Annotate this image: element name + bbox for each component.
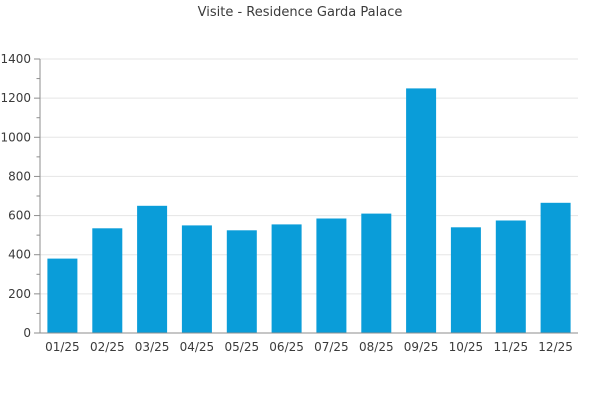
bar-11/25 [495,220,526,333]
y-tick-label: 0 [23,326,31,340]
x-tick-label: 03/25 [135,340,170,354]
x-tick-label: 09/25 [404,340,439,354]
x-tick-label: 01/25 [45,340,80,354]
bar-10/25 [450,227,481,333]
x-tick-label: 05/25 [225,340,260,354]
y-tick-label: 200 [8,287,31,301]
bar-08/25 [361,213,392,333]
y-tick-label: 600 [8,209,31,223]
x-tick-label: 02/25 [90,340,125,354]
bar-09/25 [406,88,437,334]
bar-12/25 [540,202,571,333]
x-tick-label: 07/25 [314,340,349,354]
x-tick-label: 11/25 [494,340,529,354]
bar-04/25 [181,225,212,333]
y-tick-label: 400 [8,248,31,262]
bar-07/25 [316,218,347,333]
bar-02/25 [92,228,123,333]
chart-title: Visite - Residence Garda Palace [197,5,403,20]
x-tick-label: 06/25 [269,340,304,354]
y-tick-label: 1400 [0,52,31,66]
bar-05/25 [226,230,257,334]
bar-06/25 [271,224,302,333]
y-tick-label: 800 [8,169,31,183]
x-tick-label: 12/25 [538,340,573,354]
y-tick-label: 1200 [0,91,31,105]
x-tick-label: 04/25 [180,340,215,354]
bar-03/25 [137,205,168,333]
bar-01/25 [47,258,78,333]
x-tick-label: 10/25 [449,340,484,354]
y-tick-label: 1000 [0,130,31,144]
x-tick-label: 08/25 [359,340,394,354]
